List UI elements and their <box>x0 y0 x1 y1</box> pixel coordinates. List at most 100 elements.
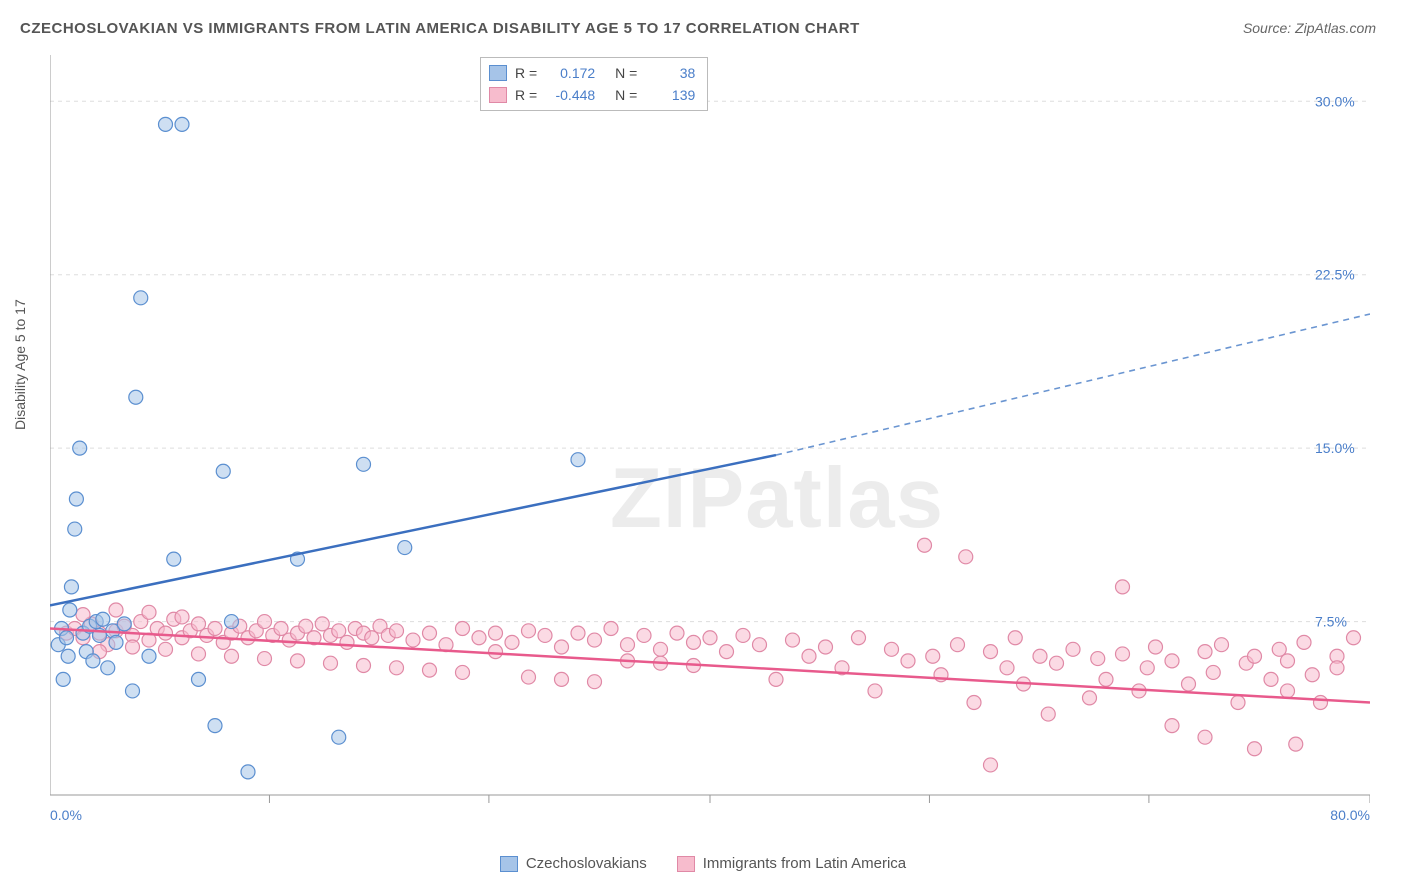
data-point-blue <box>159 117 173 131</box>
data-point-pink <box>959 550 973 564</box>
data-point-pink <box>1206 665 1220 679</box>
data-point-pink <box>819 640 833 654</box>
data-point-pink <box>1314 696 1328 710</box>
data-point-pink <box>258 615 272 629</box>
data-point-blue <box>63 603 77 617</box>
data-point-pink <box>1008 631 1022 645</box>
data-point-blue <box>175 117 189 131</box>
data-point-blue <box>73 441 87 455</box>
y-tick-label: 30.0% <box>1315 93 1355 109</box>
data-point-pink <box>703 631 717 645</box>
data-point-pink <box>142 605 156 619</box>
data-point-pink <box>1165 654 1179 668</box>
chart-title: CZECHOSLOVAKIAN VS IMMIGRANTS FROM LATIN… <box>20 20 860 37</box>
data-point-pink <box>769 672 783 686</box>
data-point-blue <box>129 390 143 404</box>
data-point-pink <box>1305 668 1319 682</box>
data-point-pink <box>571 626 585 640</box>
r-label: R = <box>515 62 537 84</box>
n-label: N = <box>615 62 637 84</box>
data-point-blue <box>332 730 346 744</box>
data-point-pink <box>1289 737 1303 751</box>
data-point-pink <box>1066 642 1080 656</box>
data-point-pink <box>1149 640 1163 654</box>
data-point-pink <box>340 635 354 649</box>
data-point-pink <box>1091 652 1105 666</box>
data-point-pink <box>967 696 981 710</box>
legend-pink-label: Immigrants from Latin America <box>703 855 906 872</box>
data-point-pink <box>984 758 998 772</box>
data-point-pink <box>926 649 940 663</box>
r-label: R = <box>515 84 537 106</box>
data-point-pink <box>720 645 734 659</box>
data-point-pink <box>423 663 437 677</box>
data-point-pink <box>258 652 272 666</box>
data-point-pink <box>1198 645 1212 659</box>
stats-row-pink: R = -0.448 N = 139 <box>489 84 695 106</box>
data-point-blue <box>68 522 82 536</box>
data-point-pink <box>505 635 519 649</box>
data-point-pink <box>175 610 189 624</box>
data-point-pink <box>225 649 239 663</box>
y-tick-label: 15.0% <box>1315 440 1355 456</box>
data-point-pink <box>621 638 635 652</box>
data-point-pink <box>192 647 206 661</box>
swatch-blue-icon <box>489 65 507 81</box>
data-point-pink <box>1033 649 1047 663</box>
data-point-pink <box>1248 742 1262 756</box>
data-point-pink <box>1083 691 1097 705</box>
data-point-pink <box>1347 631 1361 645</box>
n-label: N = <box>615 84 637 106</box>
y-tick-label: 7.5% <box>1315 614 1347 630</box>
data-point-blue <box>96 612 110 626</box>
y-tick-label: 22.5% <box>1315 267 1355 283</box>
data-point-pink <box>885 642 899 656</box>
data-point-blue <box>208 719 222 733</box>
data-point-pink <box>1198 730 1212 744</box>
data-point-pink <box>489 626 503 640</box>
data-point-pink <box>159 642 173 656</box>
x-max-label: 80.0% <box>1330 807 1370 823</box>
swatch-blue-icon <box>500 856 518 872</box>
data-point-blue <box>86 654 100 668</box>
data-point-blue <box>61 649 75 663</box>
data-point-pink <box>588 675 602 689</box>
data-point-pink <box>357 659 371 673</box>
data-point-blue <box>109 635 123 649</box>
blue-n-value: 38 <box>645 62 695 84</box>
data-point-pink <box>637 628 651 642</box>
stats-legend-box: R = 0.172 N = 38 R = -0.448 N = 139 <box>480 57 708 111</box>
swatch-pink-icon <box>677 856 695 872</box>
data-point-pink <box>159 626 173 640</box>
data-point-blue <box>142 649 156 663</box>
data-point-pink <box>423 626 437 640</box>
data-point-pink <box>406 633 420 647</box>
data-point-pink <box>802 649 816 663</box>
data-point-blue <box>192 672 206 686</box>
data-point-pink <box>1116 580 1130 594</box>
data-point-blue <box>134 291 148 305</box>
data-point-pink <box>918 538 932 552</box>
data-point-blue <box>225 615 239 629</box>
legend-item-pink: Immigrants from Latin America <box>677 855 906 872</box>
data-point-pink <box>951 638 965 652</box>
data-point-pink <box>1041 707 1055 721</box>
data-point-blue <box>398 541 412 555</box>
data-point-pink <box>1281 654 1295 668</box>
data-point-blue <box>241 765 255 779</box>
bottom-legend: Czechoslovakians Immigrants from Latin A… <box>0 855 1406 872</box>
data-point-blue <box>56 672 70 686</box>
data-point-blue <box>69 492 83 506</box>
chart-area: ZIPatlas 7.5%15.0%22.5%30.0% 0.0% 80.0% … <box>50 55 1370 825</box>
blue-r-value: 0.172 <box>545 62 595 84</box>
data-point-blue <box>117 617 131 631</box>
data-point-pink <box>522 670 536 684</box>
data-point-pink <box>1215 638 1229 652</box>
y-axis-label: Disability Age 5 to 17 <box>12 299 28 430</box>
data-point-pink <box>753 638 767 652</box>
data-point-pink <box>1330 661 1344 675</box>
data-point-pink <box>208 622 222 636</box>
data-point-pink <box>522 624 536 638</box>
data-point-pink <box>1116 647 1130 661</box>
x-origin-label: 0.0% <box>50 807 82 823</box>
